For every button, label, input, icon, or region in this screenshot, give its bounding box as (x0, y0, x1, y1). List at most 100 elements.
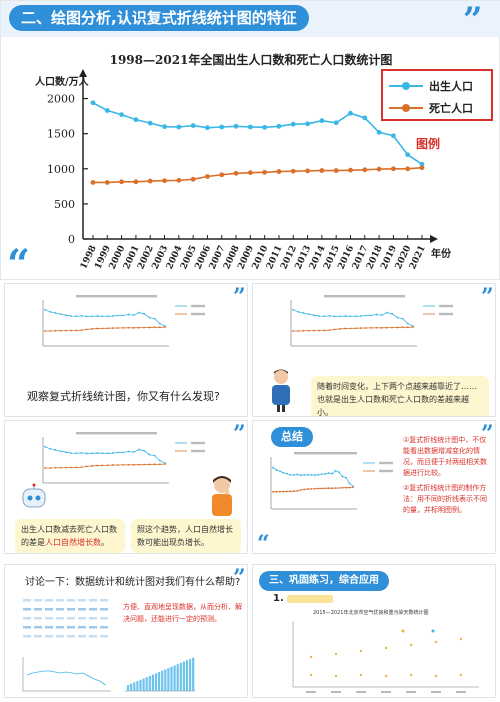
mini-data-point (132, 463, 135, 466)
scatter-point (459, 673, 463, 677)
mini-data-point (292, 330, 294, 332)
thumbnail-slide-3[interactable]: ” 出生人口数减去死亡人口数 的差是人口自然增长数。 照这个趋势，人口自然增长数可… (4, 420, 248, 554)
mini-data-point (59, 313, 62, 316)
data-point (405, 166, 411, 172)
table-cell (89, 635, 97, 638)
mini-bar (136, 681, 139, 691)
data-point (205, 174, 210, 179)
mini-data-point (158, 459, 161, 462)
mini-data-point (348, 482, 351, 485)
data-point (162, 124, 167, 130)
data-point (133, 179, 139, 185)
thumbnail-slide-5[interactable]: ” 讨论一下：数据统计和统计图对我们有什么帮助? 方便、直观地呈现数据，从而分析… (4, 564, 248, 698)
mini-data-point (80, 466, 83, 469)
mini-data-point (286, 472, 288, 475)
mini-data-point (324, 487, 327, 490)
mini-data-point (138, 311, 140, 314)
mini-chart (270, 452, 393, 510)
mini-data-point (59, 450, 62, 453)
thumbnail-slide-4[interactable]: ” “ 总结 ①复式折线统计图中，不仅能看出数据增减变化的情况，而且便于对两组相… (252, 420, 496, 554)
mini-legend-text (191, 304, 205, 308)
mini-data-point (352, 486, 354, 489)
mini-bar (189, 659, 192, 691)
quote-icon: ” (481, 421, 494, 447)
mini-series-line (273, 486, 354, 493)
mini-data-point (333, 328, 336, 331)
exercise-number: 1. (273, 593, 284, 604)
mini-data-point (292, 474, 295, 476)
thumbnail-slide-6[interactable]: 三、巩固练习，综合应用 1. 2015—2021年北京市空气优良和重污染天数统计… (252, 564, 496, 698)
mini-data-point (306, 473, 309, 476)
quote-icon: ” (463, 0, 483, 40)
mini-data-point (85, 452, 88, 455)
mini-data-point (338, 487, 340, 489)
mini-data-point (49, 310, 52, 313)
mini-legend-text (191, 312, 205, 316)
mini-data-point (380, 326, 383, 329)
legend-item-death: 死亡人口 (389, 99, 473, 117)
mini-bar (173, 665, 176, 691)
data-point (362, 115, 368, 121)
mini-data-point (80, 451, 83, 454)
data-point (290, 168, 296, 174)
mini-data-point (359, 315, 362, 317)
mini-data-point (101, 315, 104, 318)
mini-data-point (54, 329, 57, 332)
mini-tick-label (306, 691, 316, 693)
table-cell (100, 626, 108, 629)
x-axis-label: 年份 (431, 249, 451, 260)
table-cell (89, 608, 97, 611)
table-cell (100, 617, 108, 620)
mini-data-point (96, 315, 99, 317)
data-point (362, 167, 368, 173)
table-cell (23, 608, 31, 611)
table-cell (89, 617, 97, 620)
mini-data-point (70, 466, 72, 469)
mini-bar (142, 678, 145, 691)
mini-data-point (365, 327, 367, 329)
table-cell (67, 635, 75, 638)
mini-data-point (153, 463, 156, 466)
student-avatar (212, 476, 232, 516)
table-cell (34, 608, 42, 611)
data-point (376, 129, 382, 135)
mini-data-point (44, 330, 46, 332)
data-point (162, 178, 167, 184)
mini-bar (161, 670, 164, 691)
mini-data-point (370, 314, 373, 317)
table-cell (45, 599, 53, 602)
table-cell (67, 617, 75, 620)
mini-data-point (289, 473, 292, 476)
legend-marker (431, 629, 435, 633)
mini-data-point (64, 314, 67, 317)
table-cell (56, 626, 64, 629)
mini-data-point (101, 452, 104, 455)
mini-data-point (313, 487, 316, 490)
table-cell (89, 626, 97, 629)
mini-tick-label (431, 691, 441, 693)
mini-data-point (296, 489, 299, 492)
mini-data-point (334, 487, 337, 489)
mini-legend-text (191, 449, 205, 453)
mini-data-point (54, 449, 57, 451)
highlight-bar (287, 595, 333, 603)
data-point (319, 118, 325, 124)
data-point (147, 178, 153, 184)
mini-bar (158, 672, 161, 691)
mini-data-point (75, 466, 78, 469)
thumbnail-slide-1[interactable]: ” 观察复式折线统计图，你又有什么发现? (4, 283, 248, 417)
quote-icon: ” (233, 284, 246, 310)
note-text: 出生人口数减去死亡人口数 (21, 525, 117, 534)
mini-data-point (132, 314, 135, 317)
chart-title: 1998—2021年全国出生人口数和死亡人口数统计图 (109, 53, 393, 67)
mini-bar-chart (125, 657, 195, 692)
mini-data-point (354, 315, 357, 318)
mini-data-point (106, 452, 109, 455)
mini-data-point (148, 326, 151, 329)
mini-data-point (339, 328, 341, 330)
y-tick-label: 2000 (47, 93, 75, 106)
table-cell (23, 635, 31, 638)
mini-data-point (106, 315, 109, 318)
thumbnail-slide-2[interactable]: ” 随着时间变化，上下两个点越来越靠近了……也就是出生人口数和死亡人口数的差越来… (252, 283, 496, 417)
mini-data-point (122, 314, 125, 317)
